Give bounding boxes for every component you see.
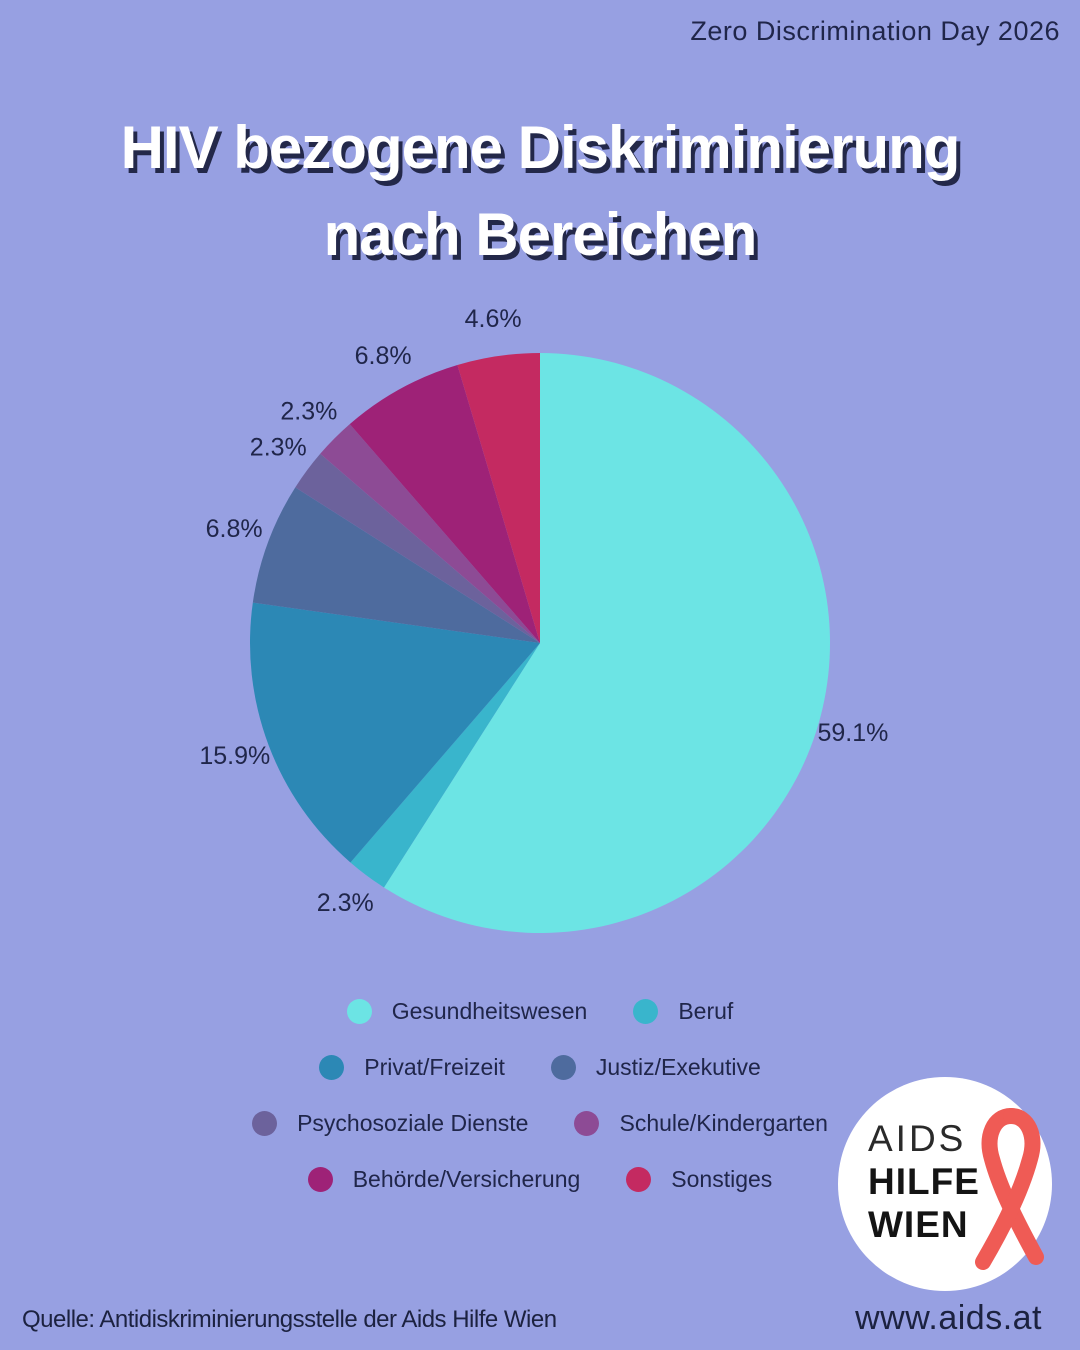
- legend-label: Psychosoziale Dienste: [297, 1109, 529, 1136]
- pie-value-label: 2.3%: [317, 889, 374, 917]
- legend-label: Schule/Kindergarten: [619, 1109, 828, 1136]
- legend-label: Gesundheitswesen: [391, 997, 588, 1024]
- pie-value-label: 15.9%: [199, 742, 270, 770]
- legend-item-5: Schule/Kindergarten: [574, 1109, 828, 1137]
- legend-label: Behörde/Versicherung: [352, 1165, 581, 1192]
- legend-item-2: Privat/Freizeit: [319, 1054, 505, 1081]
- legend-row: Behörde/Versicherung Sonstiges: [0, 1165, 1080, 1193]
- source-note: Quelle: Antidiskriminierungsstelle der A…: [22, 1306, 557, 1333]
- legend-item-7: Sonstiges: [626, 1166, 772, 1193]
- legend-item-0: Gesundheitswesen: [346, 997, 588, 1025]
- pie-value-label: 2.3%: [280, 398, 337, 426]
- legend-row: Privat/Freizeit Justiz/Exekutive: [0, 1053, 1080, 1081]
- logo-line-aids: AIDS: [868, 1118, 967, 1159]
- legend-label: Privat/Freizeit: [364, 1053, 505, 1080]
- legend-label: Sonstiges: [671, 1165, 773, 1192]
- legend-row: Gesundheitswesen Beruf: [0, 997, 1080, 1025]
- pie-slice-1: [350, 643, 540, 888]
- legend-item-3: Justiz/Exekutive: [550, 1053, 761, 1081]
- logo-text: AIDS HILFE WIEN: [868, 1117, 980, 1246]
- legend-row: Psychosoziale Dienste Schule/Kindergarten: [0, 1109, 1080, 1137]
- pie-slice-5: [320, 424, 540, 643]
- pie-value-label: 4.6%: [465, 305, 522, 333]
- pie-value-label: 2.3%: [250, 433, 307, 461]
- website-link[interactable]: www.aids.at: [855, 1299, 1042, 1337]
- logo-line-hilfe: HILFE: [868, 1161, 980, 1202]
- title-line-2: nach Bereichen: [323, 201, 758, 268]
- pie-slice-6: [349, 365, 540, 643]
- legend-dot: [626, 1166, 652, 1192]
- pie-slice-4: [295, 453, 540, 643]
- pie-value-label: 6.8%: [206, 515, 263, 543]
- pie-slice-2: [249, 602, 540, 863]
- pie-slice-0: [383, 353, 831, 933]
- legend-dot: [346, 998, 372, 1024]
- pie-slice-7: [457, 353, 540, 643]
- event-name: Zero Discrimination Day 2026: [690, 16, 1060, 46]
- legend-dot: [550, 1054, 576, 1080]
- logo-line-wien: WIEN: [868, 1204, 969, 1245]
- legend-dot: [574, 1110, 600, 1136]
- title-line-1: HIV bezogene Diskriminierung: [120, 114, 961, 181]
- chart-legend: Gesundheitswesen Beruf Privat/Freizeit Just…: [0, 997, 1080, 1193]
- legend-dot: [319, 1054, 345, 1080]
- legend-dot: [252, 1110, 278, 1136]
- legend-item-1: Beruf: [633, 998, 733, 1025]
- legend-label: Beruf: [678, 997, 734, 1024]
- legend-label: Justiz/Exekutive: [595, 1053, 761, 1080]
- aids-hilfe-wien-logo: AIDS HILFE WIEN: [838, 1077, 1052, 1291]
- pie-value-label: 59.1%: [817, 719, 888, 747]
- legend-item-4: Psychosoziale Dienste: [252, 1110, 528, 1137]
- legend-dot: [307, 1166, 333, 1192]
- pie-value-label: 6.8%: [355, 342, 412, 370]
- legend-dot: [633, 998, 659, 1024]
- legend-item-6: Behörde/Versicherung: [307, 1165, 581, 1193]
- page-title: HIV bezogene Diskriminierung nach Bereic…: [0, 104, 1080, 278]
- red-ribbon-icon: [975, 1108, 1044, 1270]
- pie-slice-3: [252, 487, 540, 643]
